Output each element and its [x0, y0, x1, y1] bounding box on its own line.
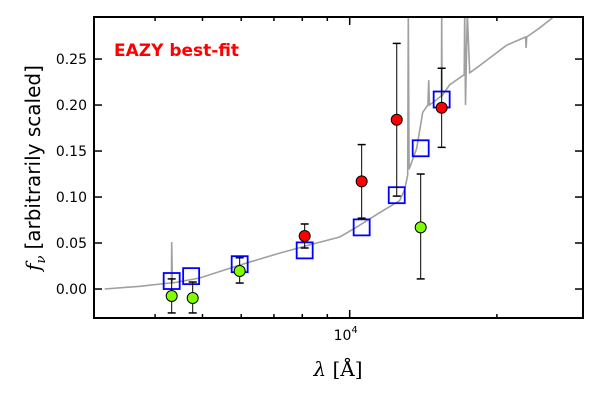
data-marker	[165, 290, 178, 303]
data-marker	[414, 221, 427, 234]
y-tick-label: 0.15	[56, 144, 87, 160]
observed-point-3	[298, 223, 311, 249]
annotation-eazy-best-fit: EAZY best-fit	[114, 41, 239, 61]
y-tick-label: 0.00	[56, 282, 87, 298]
observed-point-7	[435, 67, 448, 149]
model-box-1	[182, 267, 201, 286]
model-box-4	[352, 218, 371, 237]
observed-point-4	[355, 143, 368, 219]
data-marker	[233, 264, 246, 277]
observed-point-6	[414, 173, 427, 280]
x-label-unit: [Å]	[332, 356, 362, 381]
data-marker	[355, 175, 368, 188]
model-box-6	[411, 139, 430, 158]
observed-point-2	[233, 256, 246, 284]
y-tick-label: 0.05	[56, 236, 87, 252]
observed-point-5	[390, 42, 403, 197]
observed-point-1	[186, 281, 199, 314]
y-label-subscript: ν	[34, 255, 49, 263]
plot-frame	[93, 16, 584, 319]
observed-point-0	[165, 278, 178, 314]
data-marker	[186, 292, 199, 305]
y-tick-label: 0.20	[56, 98, 87, 114]
data-marker	[298, 230, 311, 243]
x-label-symbol: λ	[312, 357, 326, 381]
tick-base: 10	[334, 328, 352, 344]
spectrum-line	[104, 17, 554, 290]
data-marker	[435, 101, 448, 114]
y-tick-label: 0.10	[56, 190, 87, 206]
x-tick-label: 104	[334, 325, 358, 344]
x-axis-label: λ [Å]	[312, 356, 362, 381]
y-axis-label: fν[arbitrarily scaled]	[21, 65, 49, 273]
tick-exponent: 4	[351, 325, 357, 336]
y-tick-label: 0.25	[56, 52, 87, 68]
y-label-text: [arbitrarily scaled]	[21, 65, 45, 249]
data-marker	[390, 113, 403, 126]
